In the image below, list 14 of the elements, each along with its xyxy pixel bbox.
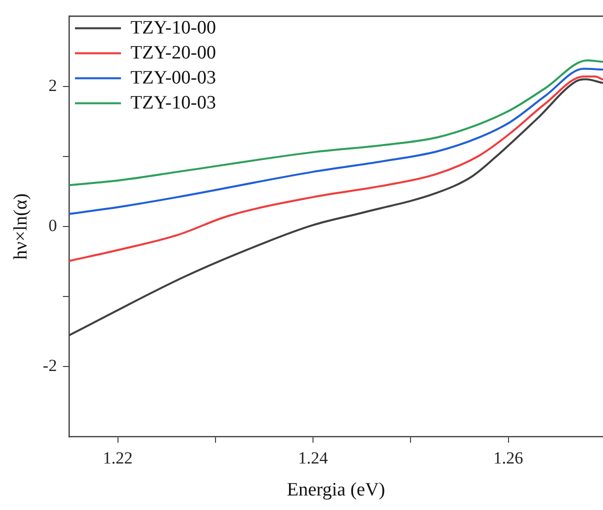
y-tick-label: 0 (48, 216, 57, 235)
legend-label: TZY-10-03 (130, 92, 216, 114)
line-series (68, 68, 603, 215)
y-tick-label: -2 (42, 356, 57, 376)
y-tick-label: 2 (48, 76, 57, 95)
legend-label: TZY-20-00 (130, 42, 216, 64)
x-tick-label: 1.22 (102, 448, 133, 468)
line-series (68, 59, 603, 186)
legend-label: TZY-00-03 (130, 67, 216, 88)
y-axis-title: hν×ln(α) (10, 193, 32, 260)
legend-label: TZY-10-00 (130, 17, 216, 38)
x-tick-label: 1.26 (493, 448, 524, 468)
x-axis-title: Energia (eV) (286, 480, 386, 501)
x-tick-label: 1.24 (298, 448, 328, 468)
